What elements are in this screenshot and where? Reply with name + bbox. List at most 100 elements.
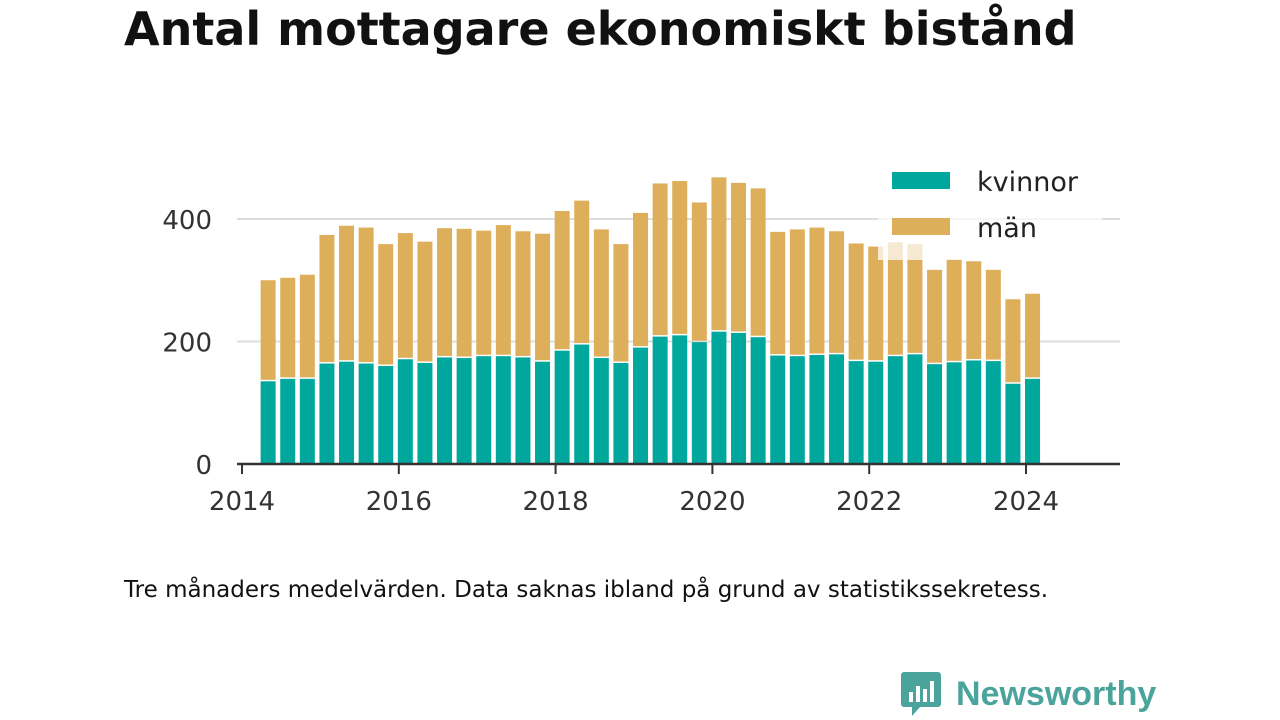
- bar-man: [319, 234, 335, 363]
- x-tick-label: 2020: [679, 487, 745, 517]
- legend: kvinnor män: [878, 156, 1102, 260]
- bar-kvinnor: [946, 362, 962, 464]
- newsworthy-logo-icon: [901, 672, 941, 716]
- x-tick-label: 2022: [836, 487, 902, 517]
- chart-caption: Tre månaders medelvärden. Data saknas ib…: [124, 577, 1049, 603]
- bar-man: [260, 280, 276, 380]
- bar-man: [829, 231, 845, 353]
- bar-man: [554, 211, 570, 350]
- x-tick-label: 2014: [209, 487, 275, 517]
- bar-man: [593, 229, 609, 357]
- bar-kvinnor: [554, 350, 570, 464]
- bar-kvinnor: [378, 366, 394, 464]
- bar-man: [868, 246, 884, 361]
- bar-man: [339, 225, 355, 361]
- bar-kvinnor: [731, 332, 747, 464]
- bar-kvinnor: [829, 354, 845, 464]
- bar-kvinnor: [887, 356, 903, 464]
- bar-kvinnor: [750, 337, 766, 464]
- y-tick-label: 400: [162, 206, 212, 236]
- bar-man: [789, 229, 805, 355]
- legend-swatch-man: [892, 218, 950, 235]
- legend-label-kvinnor: kvinnor: [977, 167, 1079, 198]
- bar-kvinnor: [319, 363, 335, 464]
- bar-kvinnor: [437, 357, 453, 464]
- bar-man: [985, 269, 1001, 360]
- bar-man: [515, 231, 531, 356]
- bar-man: [946, 259, 962, 361]
- bar-kvinnor: [770, 355, 786, 464]
- bar-kvinnor: [358, 363, 374, 464]
- bar-kvinnor: [515, 357, 531, 464]
- bar-man: [907, 244, 923, 353]
- bar-kvinnor: [652, 336, 668, 464]
- bar-kvinnor: [633, 347, 649, 464]
- legend-label-man: män: [977, 213, 1037, 244]
- bar-man: [280, 277, 296, 378]
- axes: 0 200 400 2014 2016 2018 2020 2022 2024: [162, 206, 1120, 517]
- bar-kvinnor: [535, 361, 551, 464]
- bar-kvinnor: [495, 356, 511, 464]
- bar-kvinnor: [593, 358, 609, 464]
- bar-man: [633, 212, 649, 347]
- bar-kvinnor: [476, 356, 492, 464]
- bar-kvinnor: [299, 378, 315, 464]
- bar-man: [731, 182, 747, 332]
- bar-kvinnor: [613, 362, 629, 464]
- bar-kvinnor: [672, 335, 688, 464]
- bar-kvinnor: [868, 361, 884, 464]
- bar-man: [711, 177, 727, 331]
- bar-man: [417, 241, 433, 362]
- bar-man: [848, 243, 864, 360]
- bar-kvinnor: [966, 360, 982, 464]
- bar-man: [495, 225, 511, 355]
- bar-man: [750, 188, 766, 336]
- bar-man: [456, 228, 472, 357]
- bar-man: [476, 230, 492, 355]
- bar-man: [1025, 293, 1041, 378]
- x-tick-label: 2018: [523, 487, 589, 517]
- bar-man: [652, 183, 668, 336]
- brand-name: Newsworthy: [956, 674, 1157, 713]
- bar-man: [887, 242, 903, 355]
- bar-man: [535, 233, 551, 361]
- bar-kvinnor: [927, 364, 943, 464]
- bar-man: [613, 244, 629, 362]
- bar-kvinnor: [339, 361, 355, 464]
- bar-kvinnor: [848, 361, 864, 464]
- chart-title: Antal mottagare ekonomiskt bistånd: [124, 2, 1077, 56]
- bar-kvinnor: [809, 354, 825, 464]
- y-tick-label: 0: [195, 451, 212, 481]
- bar-kvinnor: [456, 358, 472, 464]
- bar-man: [437, 228, 453, 356]
- bar-man: [1005, 299, 1021, 383]
- y-tick-label: 200: [162, 329, 212, 359]
- bar-kvinnor: [417, 362, 433, 464]
- bar-kvinnor: [574, 344, 590, 464]
- bar-kvinnor: [711, 331, 727, 464]
- bar-man: [397, 233, 413, 358]
- x-tick-label: 2016: [366, 487, 432, 517]
- bar-man: [770, 231, 786, 355]
- bar-kvinnor: [691, 342, 707, 464]
- bar-kvinnor: [789, 356, 805, 464]
- bar-man: [299, 274, 315, 378]
- bar-man: [809, 227, 825, 354]
- bar-kvinnor: [985, 361, 1001, 464]
- bar-kvinnor: [397, 359, 413, 464]
- bar-man: [378, 244, 394, 365]
- bars: [260, 177, 1041, 464]
- bar-man: [927, 269, 943, 363]
- bar-man: [574, 200, 590, 344]
- legend-swatch-kvinnor: [892, 172, 950, 189]
- bar-kvinnor: [907, 354, 923, 464]
- bar-kvinnor: [260, 381, 276, 464]
- bar-man: [966, 261, 982, 359]
- bar-kvinnor: [1005, 383, 1021, 464]
- bar-man: [358, 227, 374, 363]
- bar-kvinnor: [1025, 378, 1041, 464]
- bar-man: [691, 202, 707, 341]
- x-tick-label: 2024: [993, 487, 1059, 517]
- bar-man: [672, 181, 688, 334]
